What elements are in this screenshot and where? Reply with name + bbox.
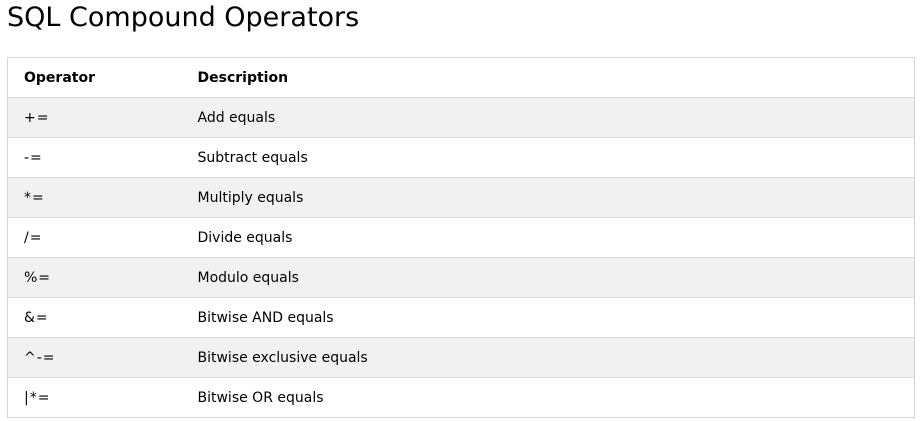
compound-operators-table: Operator Description += Add equals -= Su…: [7, 57, 915, 418]
operator-cell: ^-=: [7, 337, 182, 378]
table-row: %= Modulo equals: [7, 257, 915, 298]
description-cell: Modulo equals: [181, 257, 915, 298]
operator-cell: *=: [7, 177, 182, 218]
table-header-row: Operator Description: [7, 57, 915, 98]
description-cell: Bitwise exclusive equals: [181, 337, 915, 378]
operator-cell: -=: [7, 137, 182, 178]
description-column-header: Description: [181, 57, 915, 98]
description-cell: Divide equals: [181, 217, 915, 258]
operator-cell: +=: [7, 97, 182, 138]
operator-cell: %=: [7, 257, 182, 298]
description-cell: Multiply equals: [181, 177, 915, 218]
operator-cell: &=: [7, 297, 182, 338]
description-cell: Bitwise AND equals: [181, 297, 915, 338]
operator-column-header: Operator: [7, 57, 182, 98]
table-row: /= Divide equals: [7, 217, 915, 258]
page-title: SQL Compound Operators: [7, 2, 360, 33]
table-row: ^-= Bitwise exclusive equals: [7, 337, 915, 378]
description-cell: Bitwise OR equals: [181, 377, 915, 418]
table-row: *= Multiply equals: [7, 177, 915, 218]
table-row: &= Bitwise AND equals: [7, 297, 915, 338]
table-row: -= Subtract equals: [7, 137, 915, 178]
table-row: |*= Bitwise OR equals: [7, 377, 915, 418]
operator-cell: /=: [7, 217, 182, 258]
operator-cell: |*=: [7, 377, 182, 418]
table-row: += Add equals: [7, 97, 915, 138]
description-cell: Subtract equals: [181, 137, 915, 178]
description-cell: Add equals: [181, 97, 915, 138]
